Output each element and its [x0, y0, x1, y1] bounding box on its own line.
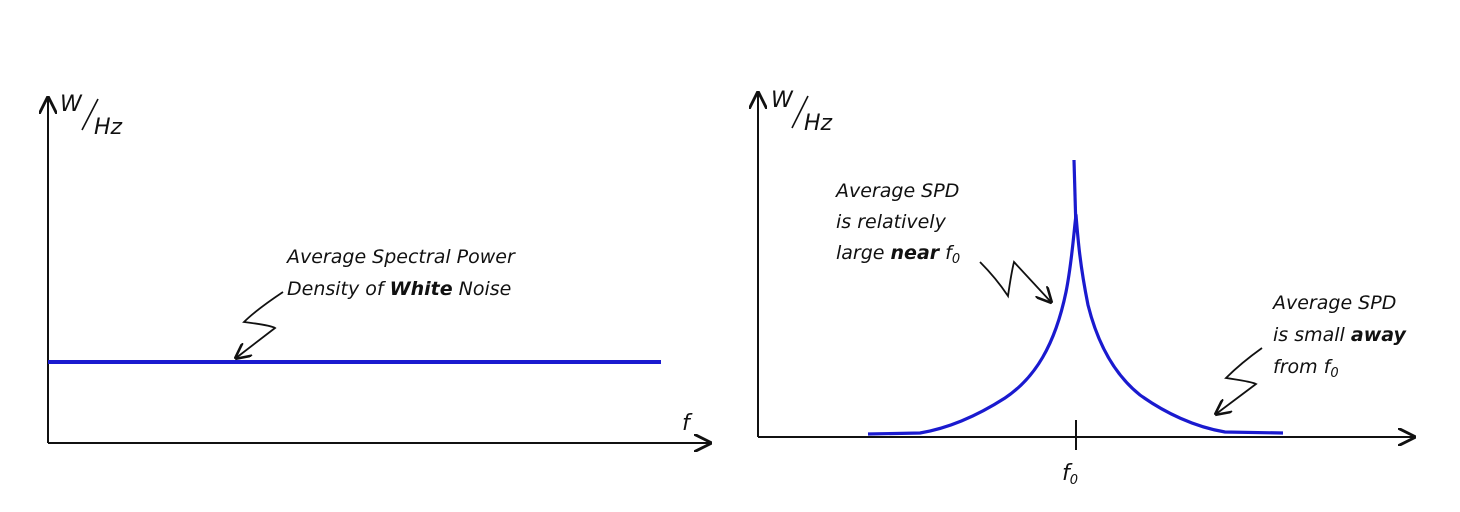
right-y-unit-top: W [771, 88, 794, 113]
resonance-peak-spike [1072, 159, 1078, 231]
f0-tick-label: f0 [1062, 461, 1078, 488]
away-annotation-line2: is small away [1273, 324, 1407, 346]
white-noise-annotation-line2: Density of White Noise [287, 278, 511, 300]
left-y-unit-top: W [60, 92, 83, 117]
away-annotation-line1: Average SPD [1271, 292, 1396, 314]
left-y-unit-slash [81, 98, 99, 131]
left-y-unit-bottom: Hz [94, 115, 123, 140]
white-noise-squiggle-arrow [236, 291, 284, 358]
right-panel: W Hz f0 Average SPD is relatively large … [758, 88, 1414, 488]
away-annotation-line3: from f0 [1273, 356, 1339, 381]
left-x-label: f [682, 411, 693, 436]
right-y-unit-slash [791, 95, 809, 129]
near-annotation-line2: is relatively [836, 211, 947, 233]
right-y-unit-bottom: Hz [804, 111, 833, 136]
near-annotation-line1: Average SPD [834, 180, 959, 202]
white-noise-annotation-line1: Average Spectral Power [285, 246, 516, 268]
away-squiggle-arrow [1216, 347, 1263, 414]
left-panel: W Hz f Average Spectral Power Density of… [48, 92, 710, 443]
near-annotation-line3: large near f0 [836, 242, 960, 267]
near-squiggle-arrow [979, 260, 1051, 302]
